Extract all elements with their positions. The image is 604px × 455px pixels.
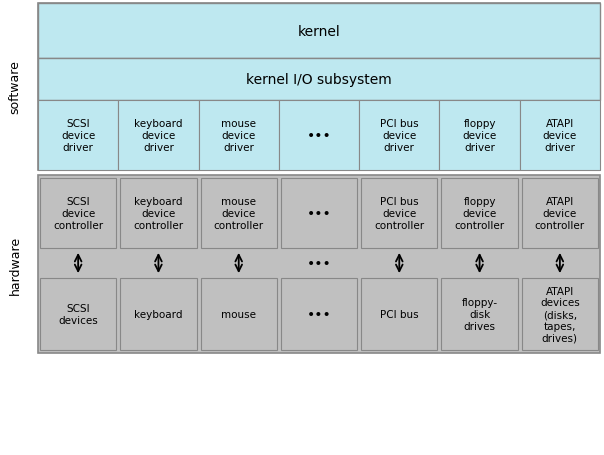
Bar: [440, 101, 519, 171]
Bar: [40, 278, 117, 350]
Bar: [519, 101, 600, 171]
Text: keyboard: keyboard: [134, 309, 182, 319]
Text: •••: •••: [307, 129, 332, 143]
Bar: [281, 278, 357, 350]
Text: mouse
device
controller: mouse device controller: [214, 197, 264, 230]
Text: •••: •••: [307, 257, 332, 270]
Bar: [281, 179, 357, 248]
Text: hardware: hardware: [8, 235, 22, 294]
Text: SCSI
device
controller: SCSI device controller: [53, 197, 103, 230]
Text: •••: •••: [307, 307, 332, 321]
Bar: [201, 278, 277, 350]
Text: floppy
device
controller: floppy device controller: [454, 197, 504, 230]
Bar: [361, 179, 437, 248]
Bar: [118, 101, 199, 171]
Text: ATAPI
device
driver: ATAPI device driver: [543, 119, 577, 152]
Text: •••: •••: [307, 207, 332, 221]
Bar: [120, 179, 196, 248]
Text: keyboard
device
driver: keyboard device driver: [134, 119, 182, 152]
Text: floppy-
disk
drives: floppy- disk drives: [461, 298, 498, 331]
Bar: [38, 101, 118, 171]
Bar: [442, 278, 518, 350]
Text: PCI bus
device
driver: PCI bus device driver: [380, 119, 419, 152]
Bar: [38, 176, 600, 353]
Text: PCI bus
device
controller: PCI bus device controller: [374, 197, 425, 230]
Bar: [40, 179, 117, 248]
Text: SCSI
devices: SCSI devices: [58, 303, 98, 325]
Text: kernel I/O subsystem: kernel I/O subsystem: [246, 73, 392, 87]
Bar: [38, 4, 600, 59]
Text: SCSI
device
driver: SCSI device driver: [61, 119, 95, 152]
Bar: [442, 179, 518, 248]
Text: ATAPI
device
controller: ATAPI device controller: [535, 197, 585, 230]
Text: PCI bus: PCI bus: [380, 309, 419, 319]
Bar: [361, 278, 437, 350]
Bar: [279, 101, 359, 171]
Text: keyboard
device
controller: keyboard device controller: [133, 197, 184, 230]
Bar: [120, 278, 196, 350]
Text: mouse
device
driver: mouse device driver: [221, 119, 256, 152]
Text: kernel: kernel: [298, 25, 341, 38]
Text: software: software: [8, 61, 22, 114]
Text: mouse: mouse: [221, 309, 256, 319]
Bar: [359, 101, 440, 171]
Text: floppy
device
driver: floppy device driver: [463, 119, 496, 152]
Bar: [522, 179, 598, 248]
Bar: [522, 278, 598, 350]
Bar: [201, 179, 277, 248]
Bar: [199, 101, 279, 171]
Text: ATAPI
devices
(disks,
tapes,
drives): ATAPI devices (disks, tapes, drives): [540, 286, 580, 343]
Bar: [38, 4, 600, 171]
Bar: [38, 59, 600, 101]
